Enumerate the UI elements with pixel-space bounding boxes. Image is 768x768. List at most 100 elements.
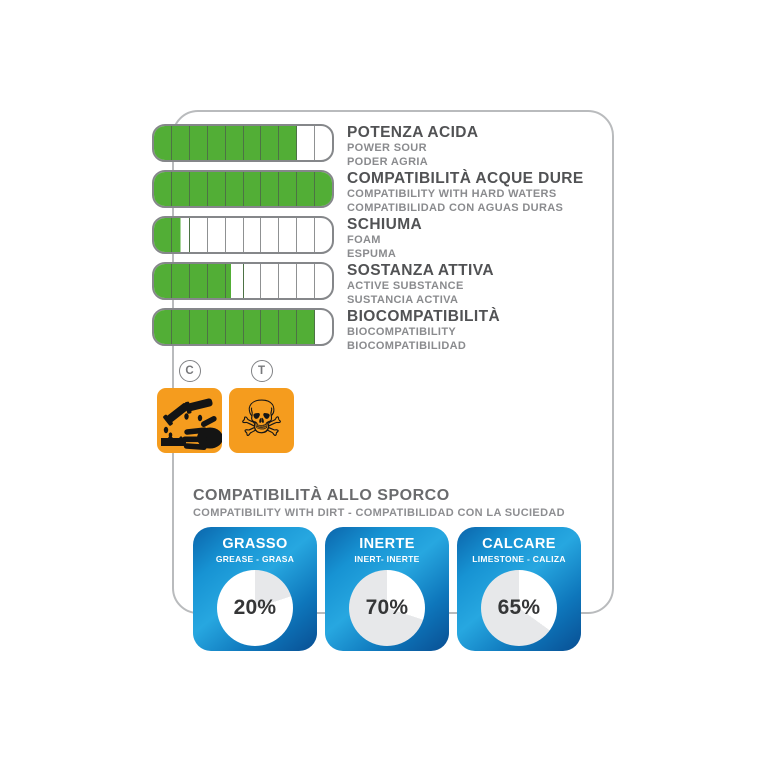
gauge-segment (261, 126, 280, 160)
rating-bar-row: BIOCOMPATIBILITÀ BIOCOMPATIBILITY BIOCOMPA… (152, 308, 617, 354)
gauge-segment (171, 264, 190, 298)
dirt-section-title: COMPATIBILITÀ ALLO SPORCO (193, 487, 450, 504)
gauge-segment (261, 310, 280, 344)
dirt-card-title: INERTE (359, 536, 415, 552)
bar-title: POTENZA ACIDA (347, 124, 479, 141)
gauge-segment (189, 126, 208, 160)
gauge-segment (154, 310, 172, 344)
gauge-segment (261, 172, 280, 206)
bar-subtitle: COMPATIBILIDAD CON AGUAS DURAS (347, 202, 564, 215)
gauge-segment (154, 126, 172, 160)
gauge-segment (261, 218, 280, 252)
percent-value: 65% (497, 595, 541, 619)
rating-bar-row: COMPATIBILITÀ ACQUE DURE COMPATIBILITY WI… (152, 170, 617, 216)
gauge-segment (207, 126, 226, 160)
bar-text-block: POTENZA ACIDA POWER SOUR PODER AGRIA (347, 124, 617, 170)
hazard-column: T ☠ (229, 360, 294, 453)
gauge-segment (297, 310, 316, 344)
gauge-segment (207, 310, 226, 344)
percent-pie: 65% (481, 569, 557, 646)
gauge-segment (189, 264, 208, 298)
hazard-letter-badge: T (250, 360, 273, 382)
dirt-card-title: GRASSO (222, 536, 288, 552)
gauge-segment (243, 172, 262, 206)
gauge-segment (189, 172, 208, 206)
gauge-segment (243, 126, 262, 160)
rating-bar-row: SCHIUMA FOAM ESPUMA (152, 216, 617, 262)
dirt-section-subtitle: COMPATIBILITY WITH DIRT - COMPATIBILIDAD… (193, 507, 565, 519)
gauge-segment (297, 218, 316, 252)
bar-subtitle: FOAM (347, 234, 381, 247)
gauge-segment (315, 218, 332, 252)
gauge-segment (190, 218, 208, 252)
gauge-segment (154, 172, 172, 206)
toxic-skull-icon: ☠ (239, 389, 284, 448)
bar-subtitle: COMPATIBILITY WITH HARD WATERS (347, 188, 557, 201)
dirt-card: CALCARE LIMESTONE - CALIZA 65% (457, 527, 581, 651)
gauge-segment (279, 218, 298, 252)
gauge-segment (171, 172, 190, 206)
gauge-segment (171, 218, 190, 252)
bar-title: COMPATIBILITÀ ACQUE DURE (347, 170, 584, 187)
bar-subtitle: ACTIVE SUBSTANCE (347, 280, 464, 293)
hazard-column: C (157, 360, 222, 453)
gauge-segment (225, 310, 244, 344)
bar-text-block: COMPATIBILITÀ ACQUE DURE COMPATIBILITY WI… (347, 170, 617, 216)
bar-subtitle: ESPUMA (347, 248, 397, 261)
gauge-segment (225, 126, 244, 160)
bar-subtitle: POWER SOUR (347, 142, 427, 155)
hazard-pictogram (157, 388, 222, 453)
gauge-segment (225, 172, 244, 206)
dirt-card-subtitle: GREASE - GRASA (215, 553, 295, 564)
gauge-segment (244, 218, 262, 252)
gauge-segment (315, 172, 332, 206)
gauge-segment (171, 310, 190, 344)
corrosive-icon (161, 398, 222, 451)
gauge-segment (297, 264, 316, 298)
segment-gauge (152, 262, 334, 300)
gauge-segment (207, 172, 226, 206)
bar-text-block: BIOCOMPATIBILITÀ BIOCOMPATIBILITY BIOCOMPA… (347, 308, 617, 354)
gauge-segment (243, 310, 262, 344)
dirt-card-subtitle: LIMESTONE - CALIZA (472, 553, 566, 564)
percent-value: 70% (365, 595, 409, 619)
gauge-segment (226, 218, 244, 252)
gauge-segment (297, 172, 316, 206)
bar-title: SOSTANZA ATTIVA (347, 262, 494, 279)
gauge-segment (315, 126, 332, 160)
gauge-segment (244, 264, 262, 298)
gauge-segment (154, 264, 172, 298)
hazard-pictogram: ☠ (229, 388, 294, 453)
gauge-segment (171, 126, 190, 160)
bar-text-block: SOSTANZA ATTIVA ACTIVE SUBSTANCE SUSTANCIA… (347, 262, 617, 308)
gauge-segment (279, 310, 298, 344)
bar-title: SCHIUMA (347, 216, 423, 233)
gauge-segment (315, 264, 332, 298)
dirt-card-subtitle: INERT- INERTE (354, 553, 420, 564)
bar-title: BIOCOMPATIBILITÀ (347, 308, 501, 325)
segment-gauge (152, 308, 334, 346)
bar-subtitle: SUSTANCIA ACTIVA (347, 294, 459, 307)
segment-gauge (152, 216, 334, 254)
percent-value: 20% (233, 595, 277, 619)
percent-pie: 70% (349, 569, 425, 646)
hazard-letter-badge: C (178, 360, 201, 382)
bar-subtitle: BIOCOMPATIBILIDAD (347, 340, 467, 353)
gauge-segment (279, 264, 298, 298)
gauge-segment (315, 310, 332, 344)
segment-gauge (152, 124, 334, 162)
gauge-segment (261, 264, 280, 298)
gauge-segment (279, 172, 298, 206)
dirt-card: INERTE INERT- INERTE 70% (325, 527, 449, 651)
dirt-card-title: CALCARE (482, 536, 556, 552)
bar-text-block: SCHIUMA FOAM ESPUMA (347, 216, 617, 262)
gauge-segment (208, 218, 226, 252)
bar-subtitle: PODER AGRIA (347, 156, 429, 169)
gauge-segment (279, 126, 298, 160)
gauge-segment (225, 264, 244, 298)
rating-bar-row: POTENZA ACIDA POWER SOUR PODER AGRIA (152, 124, 617, 170)
gauge-segment (207, 264, 226, 298)
gauge-segment (297, 126, 316, 160)
rating-bar-row: SOSTANZA ATTIVA ACTIVE SUBSTANCE SUSTANCIA… (152, 262, 617, 308)
